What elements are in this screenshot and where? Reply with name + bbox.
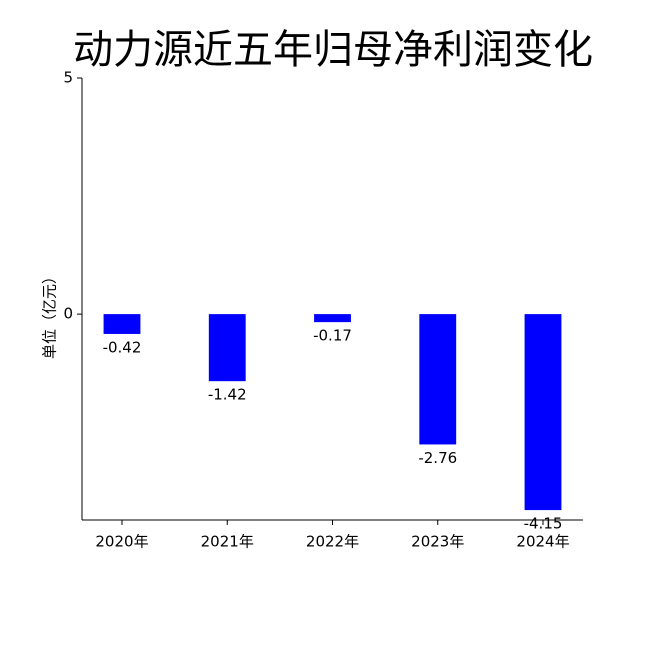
bar — [419, 314, 457, 445]
bar — [103, 314, 141, 334]
x-tick-label: 2022年 — [306, 533, 359, 551]
value-label: -0.17 — [313, 327, 352, 345]
value-label: -1.42 — [208, 386, 247, 404]
y-tick-label: 0 — [63, 305, 73, 323]
x-tick-label: 2024年 — [516, 533, 569, 551]
bar — [208, 314, 246, 382]
x-tick-label: 2020年 — [95, 533, 148, 551]
y-tick-label: 5 — [63, 69, 73, 87]
value-label: -2.76 — [418, 449, 457, 467]
x-tick-label: 2021年 — [201, 533, 254, 551]
value-label: -4.15 — [524, 515, 563, 533]
bar — [314, 314, 351, 323]
x-tick-label: 2023年 — [411, 533, 464, 551]
value-label: -0.42 — [103, 338, 142, 356]
y-axis-label: 单位（亿元） — [41, 269, 59, 359]
chart-title: 动力源近五年归母净利润变化 — [73, 27, 593, 73]
bar — [524, 314, 562, 511]
